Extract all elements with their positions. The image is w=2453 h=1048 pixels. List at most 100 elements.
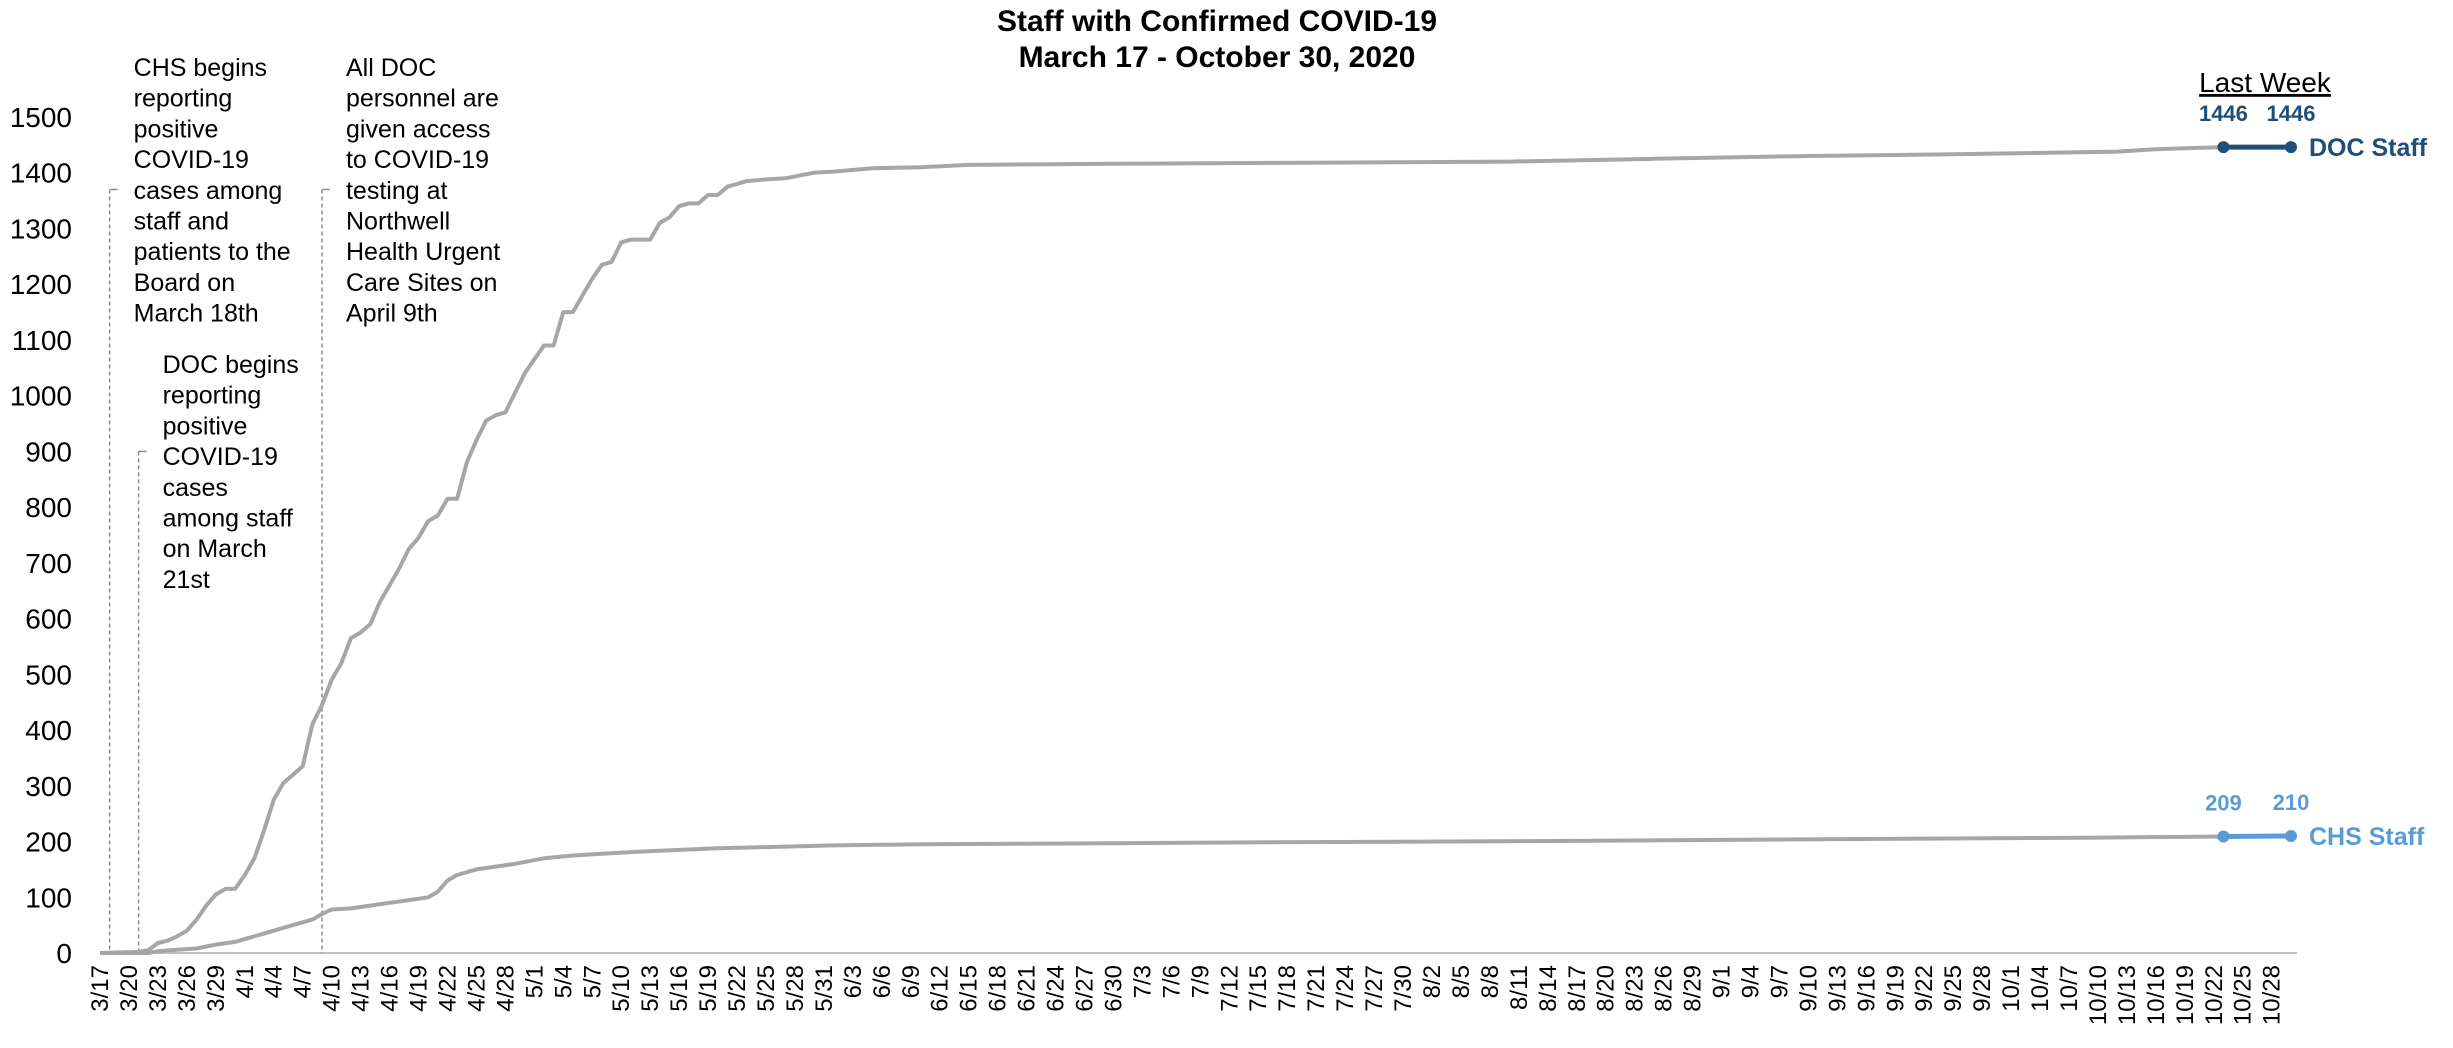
annotation-text-line: April 9th: [346, 300, 438, 328]
annotation-text-line: Care Sites on: [346, 269, 497, 297]
x-tick-label: 5/13: [637, 965, 664, 1012]
x-tick-label: 9/4: [1738, 965, 1765, 998]
x-tick-label: 8/17: [1564, 965, 1591, 1012]
annotation-text-line: cases: [163, 474, 228, 502]
annotation-text-line: DOC begins: [163, 351, 299, 379]
chart-subtitle: March 17 - October 30, 2020: [1019, 41, 1416, 74]
x-tick-label: 4/25: [463, 965, 490, 1012]
series-lines: [99, 145, 2224, 955]
y-tick-label: 700: [25, 548, 72, 579]
last-week-point: [2217, 830, 2230, 843]
x-tick-label: 10/25: [2230, 965, 2257, 1025]
x-tick-label: 8/23: [1622, 965, 1649, 1012]
x-tick-label: 6/9: [898, 965, 925, 998]
chart-title: Staff with Confirmed COVID-19: [997, 5, 1437, 38]
y-tick-label: 800: [25, 492, 72, 523]
x-tick-label: 4/4: [261, 965, 288, 998]
annotations: CHS beginsreportingpositiveCOVID-19cases…: [108, 54, 500, 953]
x-tick-label: 5/7: [579, 965, 606, 998]
x-tick-label: 10/1: [1998, 965, 2025, 1012]
x-tick-label: 7/9: [1187, 965, 1214, 998]
y-tick-label: 0: [56, 938, 72, 969]
annotation-text-line: 21st: [163, 566, 210, 594]
y-tick-label: 1200: [10, 269, 72, 300]
x-tick-label: 8/20: [1593, 965, 1620, 1012]
annotation-text-line: cases among: [134, 177, 283, 205]
x-tick-label: 8/11: [1506, 965, 1533, 1010]
y-tick-label: 400: [25, 715, 72, 746]
x-tick-label: 5/16: [666, 965, 693, 1012]
y-tick-label: 100: [25, 882, 72, 913]
x-tick-label: 7/18: [1274, 965, 1301, 1012]
x-tick-label: 8/29: [1680, 965, 1707, 1012]
y-tick-label: 600: [25, 604, 72, 635]
x-tick-label: 5/10: [608, 965, 635, 1012]
x-tick-label: 4/13: [348, 965, 375, 1012]
y-tick-label: 1100: [12, 325, 72, 356]
x-tick-label: 7/27: [1361, 965, 1388, 1012]
x-tick-label: 3/26: [174, 965, 201, 1012]
x-tick-label: 8/8: [1477, 965, 1504, 998]
annotation-text-line: Northwell: [346, 208, 450, 236]
x-tick-label: 5/25: [753, 965, 780, 1012]
x-tick-label: 9/10: [1795, 965, 1822, 1012]
series-label: CHS Staff: [2309, 823, 2425, 851]
x-tick-label: 7/30: [1390, 965, 1417, 1012]
last-week-point: [2285, 829, 2297, 842]
x-tick-label: 8/2: [1419, 965, 1446, 998]
x-tick-label: 7/6: [1158, 965, 1185, 998]
annotation-text-line: All DOC: [346, 54, 436, 82]
last-week-segment: Last Week 1446 1446 DOC Staff 209 210 CHS Sta…: [2199, 67, 2428, 851]
annotation-text-line: staff and: [134, 208, 229, 236]
y-tick-label: 1300: [10, 213, 72, 244]
annotation-text-line: patients to the: [134, 238, 291, 266]
x-tick-label: 8/26: [1651, 965, 1678, 1012]
last-week-line: [2223, 833, 2292, 840]
x-tick-label: 7/15: [1245, 965, 1272, 1012]
x-tick-label: 4/19: [406, 965, 433, 1012]
x-tick-label: 9/13: [1824, 965, 1851, 1012]
x-tick-label: 4/16: [377, 965, 404, 1012]
x-tick-label: 10/22: [2201, 965, 2228, 1025]
x-tick-label: 9/25: [1940, 965, 1967, 1012]
x-tick-label: 3/23: [145, 965, 172, 1012]
axes: 0 100 200 300 400 500 600 700 800 900 1000 1100 1200…: [10, 102, 2297, 1025]
series-label: DOC Staff: [2309, 134, 2428, 162]
y-tick-label: 1400: [10, 158, 72, 189]
annotation-text-line: personnel are: [346, 85, 499, 113]
x-tick-label: 6/3: [840, 965, 867, 998]
annotation-text-line: positive: [134, 115, 219, 143]
x-tick-label: 4/22: [435, 965, 462, 1012]
x-tick-label: 5/4: [550, 965, 577, 998]
last-week-label: Last Week: [2199, 67, 2332, 98]
annotation-text-line: to COVID-19: [346, 146, 489, 174]
annotation-text-line: Health Urgent: [346, 238, 500, 266]
x-tick-label: 7/21: [1303, 965, 1330, 1012]
x-tick-label: 10/4: [2027, 965, 2054, 1012]
last-week-point: [2217, 141, 2230, 154]
x-tick-label: 4/7: [290, 965, 317, 998]
x-tick-label: 8/5: [1448, 965, 1475, 998]
annotation-text-line: COVID-19: [163, 443, 278, 471]
y-tick-label: 200: [25, 827, 72, 858]
x-tick-label: 4/1: [232, 965, 259, 998]
data-label: 1446: [2199, 101, 2248, 126]
x-tick-label: 7/12: [1216, 965, 1243, 1012]
annotation-text-line: testing at: [346, 177, 448, 205]
x-tick-label: 3/29: [203, 965, 230, 1012]
data-label: 1446: [2267, 101, 2316, 126]
x-tick-label: 5/19: [695, 965, 722, 1012]
x-tick-label: 9/7: [1766, 965, 1793, 998]
y-tick-label: 1000: [10, 381, 72, 412]
data-label: 210: [2273, 790, 2310, 815]
annotation-text-line: March 18th: [134, 300, 259, 328]
x-tick-label: 10/13: [2114, 965, 2141, 1025]
annotation-text-line: COVID-19: [134, 146, 249, 174]
y-tick-label: 300: [25, 771, 72, 802]
x-tick-label: 4/10: [319, 965, 346, 1012]
x-tick-label: 9/16: [1853, 965, 1880, 1012]
x-tick-label: 6/18: [985, 965, 1012, 1012]
x-tick-label: 7/3: [1129, 965, 1156, 998]
